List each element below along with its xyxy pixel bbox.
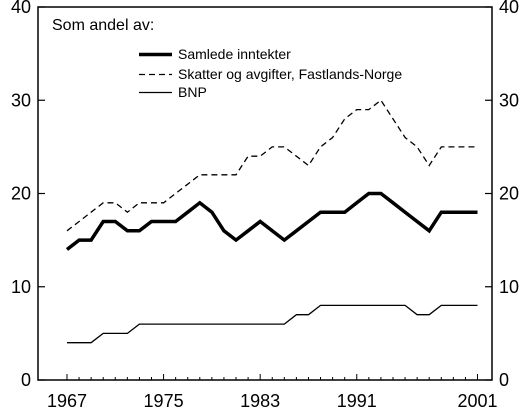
legend-label-skatter-og-avgifter: Skatter og avgifter, Fastlands-Norge — [178, 66, 402, 82]
series-line-1 — [66, 99, 478, 232]
y-tick-label-right-10: 10 — [499, 277, 519, 297]
series-layer — [65, 99, 478, 344]
x-tick-label-1975: 1975 — [144, 391, 184, 411]
y-tick-label-left-30: 30 — [11, 90, 31, 110]
series-line-0 — [65, 191, 478, 251]
legend-label-samlede-inntekter: Samlede inntekter — [178, 46, 291, 62]
x-tick-label-1991: 1991 — [337, 391, 377, 411]
y-tick-label-right-30: 30 — [499, 90, 519, 110]
x-tick-label-1967: 1967 — [47, 391, 87, 411]
y-tick-label-left-40: 40 — [11, 0, 31, 17]
legend-label-bnp: BNP — [178, 84, 207, 100]
legend: Samlede inntekter Skatter og avgifter, F… — [139, 46, 402, 100]
y-tick-label-left-20: 20 — [11, 184, 31, 204]
x-tick-label-1983: 1983 — [240, 391, 280, 411]
x-tick-label-2001: 2001 — [457, 391, 497, 411]
annotation-text: Som andel av: — [52, 17, 154, 34]
ticks-layer: 0 0 10 10 20 20 30 30 40 40 1967 1975 1983 1991 2001 — [11, 0, 519, 411]
y-tick-label-left-10: 10 — [11, 277, 31, 297]
y-tick-label-right-40: 40 — [499, 0, 519, 17]
series-line-2 — [67, 304, 478, 344]
y-tick-label-right-20: 20 — [499, 184, 519, 204]
y-tick-label-left-0: 0 — [21, 370, 31, 390]
y-tick-label-right-0: 0 — [499, 370, 509, 390]
